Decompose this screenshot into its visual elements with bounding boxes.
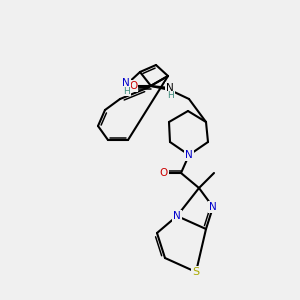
Text: H: H (124, 86, 130, 95)
Text: N: N (185, 150, 193, 160)
Text: N: N (122, 78, 130, 88)
Text: O: O (160, 168, 168, 178)
Text: N: N (166, 83, 174, 93)
Text: S: S (192, 267, 200, 277)
Text: N: N (173, 211, 181, 221)
Text: H: H (167, 92, 173, 100)
Text: O: O (129, 81, 137, 91)
Text: N: N (209, 202, 217, 212)
